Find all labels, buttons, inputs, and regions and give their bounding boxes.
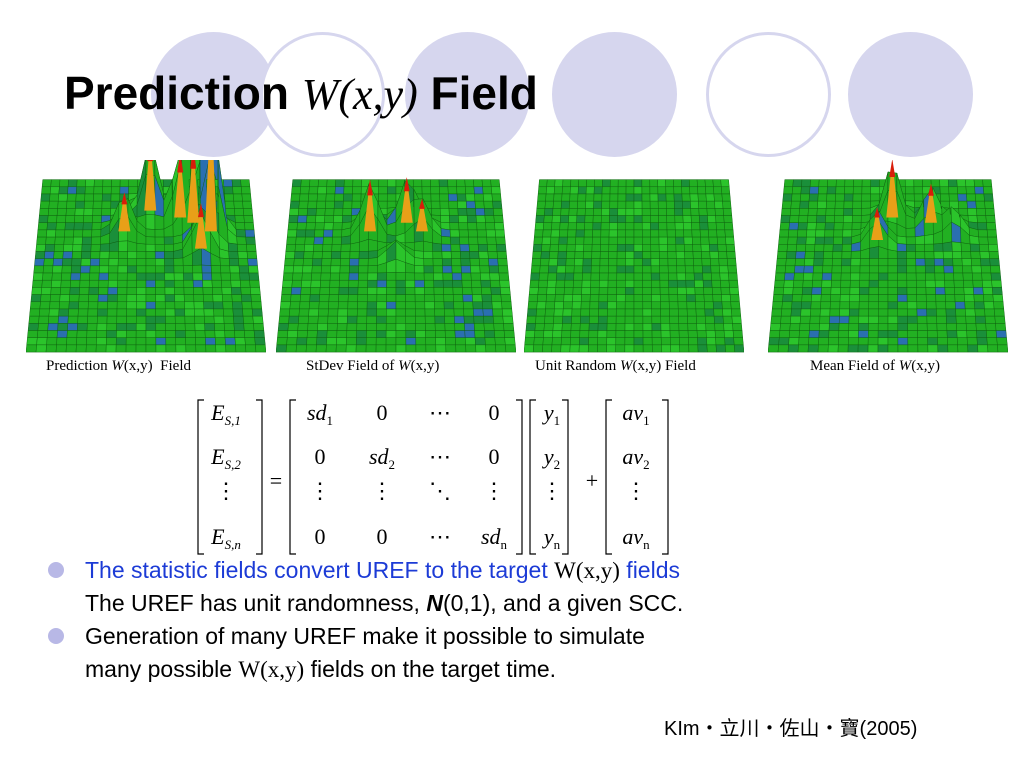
matrix-entry: ⋯ <box>429 524 451 549</box>
stdev-field-surface <box>276 177 516 353</box>
matrix-entry: 0 <box>377 524 388 549</box>
lhs-entry: ES,1 <box>210 400 241 428</box>
lhs-entry: ES,n <box>210 524 241 552</box>
matrix-entry: ⋱ <box>429 478 451 503</box>
av-entry: av2 <box>622 444 649 472</box>
y-entry: ⋮ <box>541 478 563 503</box>
matrix-equation: ES,1 ES,2 ⋮ ES,n = sd1 0 ⋯ 0 0 sd2 ⋯ 0 ⋮ ⋮ ⋱ ⋮ 0 0 ⋯ sdn y1 y2… <box>197 399 669 555</box>
lhs-entry: ⋮ <box>215 478 237 503</box>
bullet-list: The statistic fields convert UREF to the… <box>44 554 683 686</box>
matrix-entry: 0 <box>315 444 326 469</box>
caption-unit-random-field: Unit Random W(x,y) Field <box>535 358 696 374</box>
unit-random-field-surface <box>524 179 744 353</box>
y-bracket <box>529 399 569 555</box>
citation: KIm・立川・佐山・寶(2005) <box>664 718 918 740</box>
title-prefix: Prediction <box>64 67 302 119</box>
bullet-dot-icon <box>48 628 64 644</box>
matrix-entry: 0 <box>377 400 388 425</box>
av-entry: av1 <box>622 400 649 428</box>
equals-sign: = <box>270 468 282 493</box>
matrix-bracket <box>289 399 523 555</box>
lhs-entry: ES,2 <box>210 444 241 472</box>
av-bracket <box>605 399 669 555</box>
matrix-entry: ⋮ <box>309 478 331 503</box>
av-entry: ⋮ <box>625 478 647 503</box>
caption-stdev-field: StDev Field of W(x,y) <box>306 358 440 374</box>
caption-mean-field: Mean Field of W(x,y) <box>810 358 940 374</box>
av-entry: avn <box>622 524 650 552</box>
matrix-entry: ⋯ <box>429 444 451 469</box>
decor-circle-3 <box>405 32 530 157</box>
matrix-entry: sdn <box>481 524 508 552</box>
matrix-entry: sd2 <box>369 444 395 472</box>
lhs-bracket <box>197 399 263 555</box>
decor-circle-2 <box>260 32 385 157</box>
bullet-item-1: The statistic fields convert UREF to the… <box>44 554 683 620</box>
mean-field-surface <box>768 160 1008 353</box>
y-entry: yn <box>542 524 561 552</box>
plus-sign: + <box>586 468 598 493</box>
caption-prediction-field: Prediction W(x,y) Field <box>46 358 191 374</box>
matrix-entry: sd1 <box>307 400 333 428</box>
decor-circle-1 <box>151 32 276 157</box>
title-math: W(x,y) <box>301 70 418 119</box>
title-suffix: Field <box>417 67 538 119</box>
decor-circle-4 <box>552 32 677 157</box>
decor-circle-5 <box>706 32 831 157</box>
matrix-entry: 0 <box>489 400 500 425</box>
prediction-field-surface <box>26 160 266 353</box>
bullet-dot-icon <box>48 562 64 578</box>
decor-circle-6 <box>848 32 973 157</box>
matrix-entry: 0 <box>315 524 326 549</box>
slide-title: Prediction W(x,y) Field <box>64 66 538 120</box>
matrix-entry: ⋮ <box>483 478 505 503</box>
y-entry: y2 <box>542 444 560 472</box>
matrix-entry: 0 <box>489 444 500 469</box>
y-entry: y1 <box>542 400 560 428</box>
bullet-item-2: Generation of many UREF make it possible… <box>44 620 683 686</box>
matrix-entry: ⋯ <box>429 400 451 425</box>
matrix-entry: ⋮ <box>371 478 393 503</box>
